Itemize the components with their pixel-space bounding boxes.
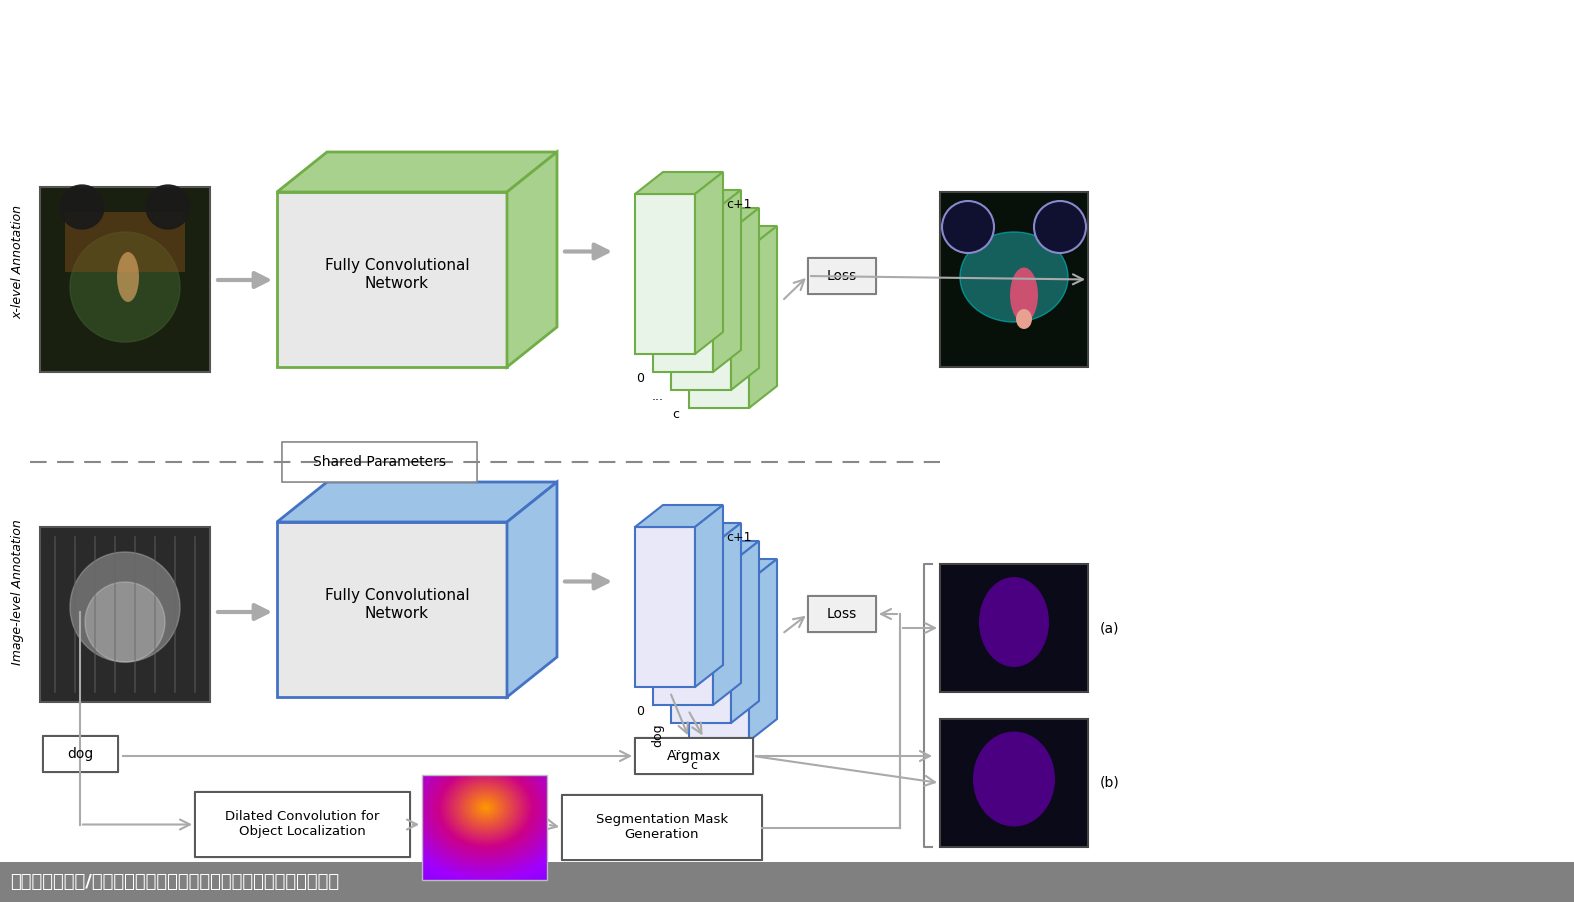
FancyBboxPatch shape	[807, 258, 877, 294]
Text: Shared Parameters: Shared Parameters	[313, 455, 445, 469]
Text: c: c	[672, 408, 680, 421]
Polygon shape	[713, 523, 741, 705]
Polygon shape	[671, 563, 730, 723]
Polygon shape	[689, 248, 749, 408]
Circle shape	[85, 582, 165, 662]
Bar	[422, 775, 548, 880]
Polygon shape	[730, 208, 759, 390]
Polygon shape	[653, 545, 713, 705]
Text: dog: dog	[652, 723, 664, 747]
Polygon shape	[634, 172, 722, 194]
Text: dog: dog	[68, 747, 93, 761]
Ellipse shape	[995, 735, 1033, 763]
Polygon shape	[277, 522, 507, 697]
Text: 【深度学习】弱/半监督学习解决医学数据集规模小、数据标注难问题: 【深度学习】弱/半监督学习解决医学数据集规模小、数据标注难问题	[9, 873, 338, 891]
Polygon shape	[713, 190, 741, 372]
Ellipse shape	[979, 577, 1048, 667]
FancyBboxPatch shape	[42, 736, 118, 772]
FancyBboxPatch shape	[634, 738, 752, 774]
Polygon shape	[277, 482, 557, 522]
Polygon shape	[689, 226, 778, 248]
Ellipse shape	[1011, 268, 1037, 323]
Polygon shape	[696, 172, 722, 354]
Text: (a): (a)	[1100, 621, 1119, 635]
Circle shape	[69, 552, 179, 662]
Polygon shape	[671, 208, 759, 230]
Ellipse shape	[993, 579, 1036, 609]
FancyBboxPatch shape	[195, 792, 411, 857]
Polygon shape	[940, 564, 1088, 692]
Polygon shape	[653, 190, 741, 212]
Circle shape	[69, 232, 179, 342]
Ellipse shape	[116, 252, 139, 302]
Text: Loss: Loss	[826, 607, 858, 621]
Text: Loss: Loss	[826, 269, 858, 283]
Polygon shape	[749, 559, 778, 741]
Polygon shape	[653, 212, 713, 372]
Polygon shape	[730, 541, 759, 723]
FancyBboxPatch shape	[282, 442, 477, 482]
Polygon shape	[65, 212, 186, 272]
Polygon shape	[671, 541, 759, 563]
Polygon shape	[634, 194, 696, 354]
Text: x-level Annotation: x-level Annotation	[11, 205, 25, 319]
Polygon shape	[653, 523, 741, 545]
Text: (b): (b)	[1100, 776, 1119, 790]
Polygon shape	[940, 192, 1088, 367]
Polygon shape	[39, 527, 209, 702]
Text: Image-level Annotation: Image-level Annotation	[11, 520, 25, 665]
Polygon shape	[689, 581, 749, 741]
Text: Argmax: Argmax	[667, 749, 721, 763]
Polygon shape	[39, 187, 209, 372]
Polygon shape	[507, 482, 557, 697]
Text: Dilated Convolution for
Object Localization: Dilated Convolution for Object Localizat…	[225, 811, 379, 839]
Polygon shape	[634, 505, 722, 527]
Polygon shape	[634, 527, 696, 687]
Text: ...: ...	[671, 741, 682, 754]
Polygon shape	[696, 505, 722, 687]
Ellipse shape	[973, 732, 1055, 826]
Ellipse shape	[960, 232, 1069, 322]
Text: c: c	[691, 759, 697, 772]
Polygon shape	[277, 152, 557, 192]
Text: c+1: c+1	[726, 198, 752, 211]
Polygon shape	[507, 152, 557, 367]
Text: c+1: c+1	[726, 531, 752, 544]
Circle shape	[146, 185, 190, 229]
Polygon shape	[277, 192, 507, 367]
Circle shape	[60, 185, 104, 229]
Polygon shape	[940, 719, 1088, 847]
Polygon shape	[671, 230, 730, 390]
Ellipse shape	[1015, 309, 1033, 329]
Circle shape	[1034, 201, 1086, 253]
Text: 0: 0	[636, 705, 644, 718]
FancyBboxPatch shape	[562, 795, 762, 860]
Text: Segmentation Mask
Generation: Segmentation Mask Generation	[597, 814, 729, 842]
Polygon shape	[749, 226, 778, 408]
Text: 0: 0	[636, 372, 644, 385]
Polygon shape	[689, 559, 778, 581]
FancyBboxPatch shape	[807, 596, 877, 632]
Text: ...: ...	[652, 390, 664, 403]
Text: Fully Convolutional
Network: Fully Convolutional Network	[324, 588, 469, 621]
Text: Fully Convolutional
Network: Fully Convolutional Network	[324, 258, 469, 290]
Circle shape	[941, 201, 995, 253]
Polygon shape	[0, 862, 1574, 902]
